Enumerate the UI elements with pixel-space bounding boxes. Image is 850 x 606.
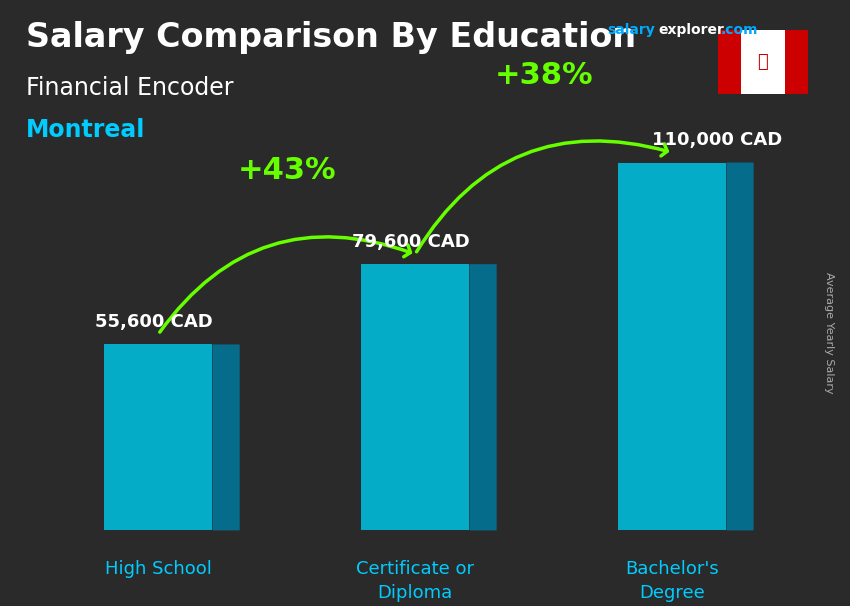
Text: 55,600 CAD: 55,600 CAD — [95, 313, 212, 331]
Bar — [785, 30, 808, 94]
Polygon shape — [469, 264, 496, 530]
Text: 🍁: 🍁 — [757, 53, 768, 71]
Polygon shape — [727, 162, 754, 530]
Text: Certificate or
Diploma: Certificate or Diploma — [356, 561, 474, 602]
Text: +38%: +38% — [495, 61, 593, 90]
Bar — [740, 30, 785, 94]
Text: salary: salary — [608, 23, 655, 37]
Text: Salary Comparison By Education: Salary Comparison By Education — [26, 21, 636, 54]
Text: +43%: +43% — [237, 156, 336, 185]
Bar — [718, 30, 740, 94]
Polygon shape — [212, 344, 240, 530]
Text: High School: High School — [105, 561, 212, 579]
Text: 79,600 CAD: 79,600 CAD — [352, 233, 469, 251]
Text: 110,000 CAD: 110,000 CAD — [652, 131, 783, 149]
Polygon shape — [104, 344, 212, 530]
Text: Average Yearly Salary: Average Yearly Salary — [824, 273, 834, 394]
Text: Montreal: Montreal — [26, 118, 144, 142]
Text: .com: .com — [721, 23, 758, 37]
Text: Bachelor's
Degree: Bachelor's Degree — [626, 561, 719, 602]
Text: explorer: explorer — [659, 23, 724, 37]
Polygon shape — [618, 162, 727, 530]
Text: Financial Encoder: Financial Encoder — [26, 76, 233, 100]
Polygon shape — [360, 264, 469, 530]
